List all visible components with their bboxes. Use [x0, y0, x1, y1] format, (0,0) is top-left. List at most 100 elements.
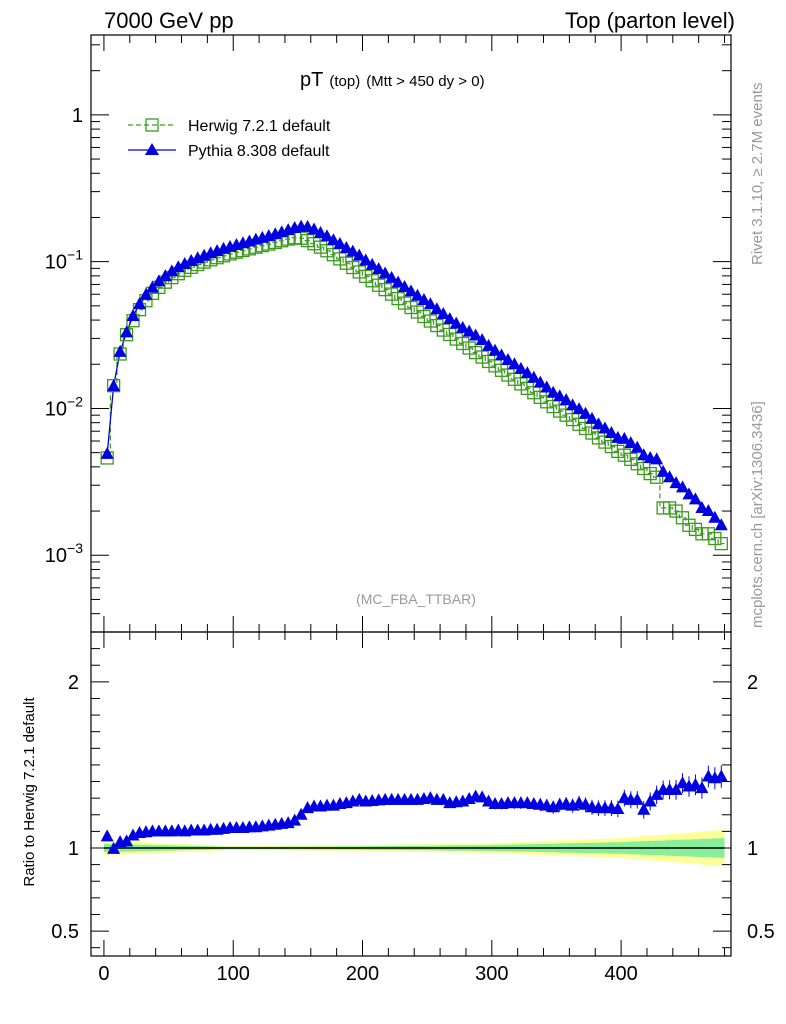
pythia-point [591, 417, 605, 430]
legend-entry-pythia: Pythia 8.308 default [128, 143, 330, 160]
ratio-point [436, 792, 450, 805]
pythia-point [669, 476, 683, 489]
ratio-point [643, 794, 657, 807]
pythia-point [391, 275, 405, 288]
plot-title-sub: (top) [329, 73, 360, 90]
pythia-point [695, 500, 709, 513]
ratio-point [288, 813, 302, 826]
pythia-point [339, 240, 353, 253]
ratio-point [695, 781, 709, 794]
pythia-point [688, 492, 702, 505]
pythia-point [326, 233, 340, 246]
pythia-point [714, 518, 728, 531]
ratio-point [294, 807, 308, 820]
pythia-point [533, 375, 547, 388]
pythia-point [145, 280, 159, 293]
ratio-point [688, 777, 702, 790]
pythia-point [482, 338, 496, 351]
pythia-point [585, 411, 599, 424]
pythia-point [158, 269, 172, 282]
legend-pythia-label: Pythia 8.308 default [188, 143, 330, 160]
pythia-point [417, 293, 431, 306]
herwig-series-line [103, 237, 725, 545]
y-tick-label: 10−1 [45, 247, 83, 274]
header-process-label: Top (parton level) [565, 8, 735, 33]
pythia-point [126, 309, 140, 322]
y-tick-label: 10−2 [45, 393, 83, 420]
pythia-point [676, 480, 690, 493]
pythia-point [598, 421, 612, 434]
ratio-point [611, 801, 625, 814]
pythia-point [113, 344, 127, 357]
x-tick-label: 300 [475, 963, 508, 985]
ratio-y-axis-label: Ratio to Herwig 7.2.1 default [21, 697, 38, 887]
pythia-point [107, 379, 121, 392]
legend-herwig-label: Herwig 7.2.1 default [188, 118, 331, 135]
pythia-point [320, 229, 334, 242]
ratio-point [107, 841, 121, 854]
pythia-point [171, 260, 185, 273]
plot-title-cuts: (Mtt > 450 dy > 0) [366, 73, 484, 90]
pythia-point [682, 487, 696, 500]
pythia-point [663, 470, 677, 483]
pythia-point [527, 370, 541, 383]
x-tick-label: 0 [98, 963, 109, 985]
pythia-point [488, 343, 502, 356]
pythia-point [385, 270, 399, 283]
pythia-point [436, 306, 450, 319]
pythia-point [359, 253, 373, 266]
ratio-point [714, 769, 728, 782]
pythia-point [423, 297, 437, 310]
pythia-point [501, 352, 515, 365]
pythia-point [443, 312, 457, 325]
pythia-point [365, 257, 379, 270]
ratio-y-tick-label-left: 1 [68, 838, 79, 860]
pythia-series-line [106, 225, 722, 526]
pythia-point [475, 333, 489, 346]
plot-title-main: pT [300, 69, 323, 91]
pythia-point [540, 380, 554, 393]
pythia-point [398, 279, 412, 292]
legend-herwig-marker [145, 118, 159, 132]
pythia-point [462, 324, 476, 337]
pythia-point [507, 357, 521, 370]
pythia-point [139, 287, 153, 300]
x-tick-label: 100 [217, 963, 250, 985]
ratio-y-tick-label-right: 1 [747, 838, 758, 860]
pythia-point [546, 385, 560, 398]
pythia-point [404, 284, 418, 297]
ratio-point [120, 834, 134, 847]
ratio-y-tick-label-right: 2 [747, 672, 758, 694]
pythia-point [152, 274, 166, 287]
pythia-point [708, 510, 722, 523]
pythia-point [346, 244, 360, 257]
ratio-y-tick-label-left: 0.5 [51, 921, 79, 943]
ratio-y-tick-label-right: 0.5 [747, 921, 775, 943]
ratio-y-tick-label-left: 2 [68, 672, 79, 694]
ratio-plot-frame [90, 631, 732, 957]
pythia-point [100, 446, 114, 459]
pythia-point [132, 297, 146, 310]
ratio-point [475, 790, 489, 803]
y-tick-label: 10−3 [45, 540, 83, 567]
pythia-point [495, 348, 509, 361]
mcplots-credit-label: mcplots.cern.ch [arXiv:1306.3436] [749, 401, 766, 628]
legend: Herwig 7.2.1 default Pythia 8.308 defaul… [128, 118, 331, 160]
header-beam-label: 7000 GeV pp [104, 8, 234, 33]
pythia-point [165, 264, 179, 277]
ratio-point [637, 802, 651, 815]
pythia-point [617, 431, 631, 444]
main-panel: 10−310−210−11 pT (top) (Mtt > 450 dy > 0) … [45, 34, 732, 633]
pythia-point [559, 393, 573, 406]
pythia-point [579, 406, 593, 419]
pythia-point [604, 426, 618, 439]
legend-pythia-marker [145, 143, 159, 155]
pythia-point [701, 504, 715, 517]
pythia-point [553, 389, 567, 402]
pythia-point [624, 436, 638, 449]
ratio-point [676, 776, 690, 789]
pythia-point [469, 328, 483, 341]
pythia-point [630, 440, 644, 453]
pythia-point [520, 366, 534, 379]
